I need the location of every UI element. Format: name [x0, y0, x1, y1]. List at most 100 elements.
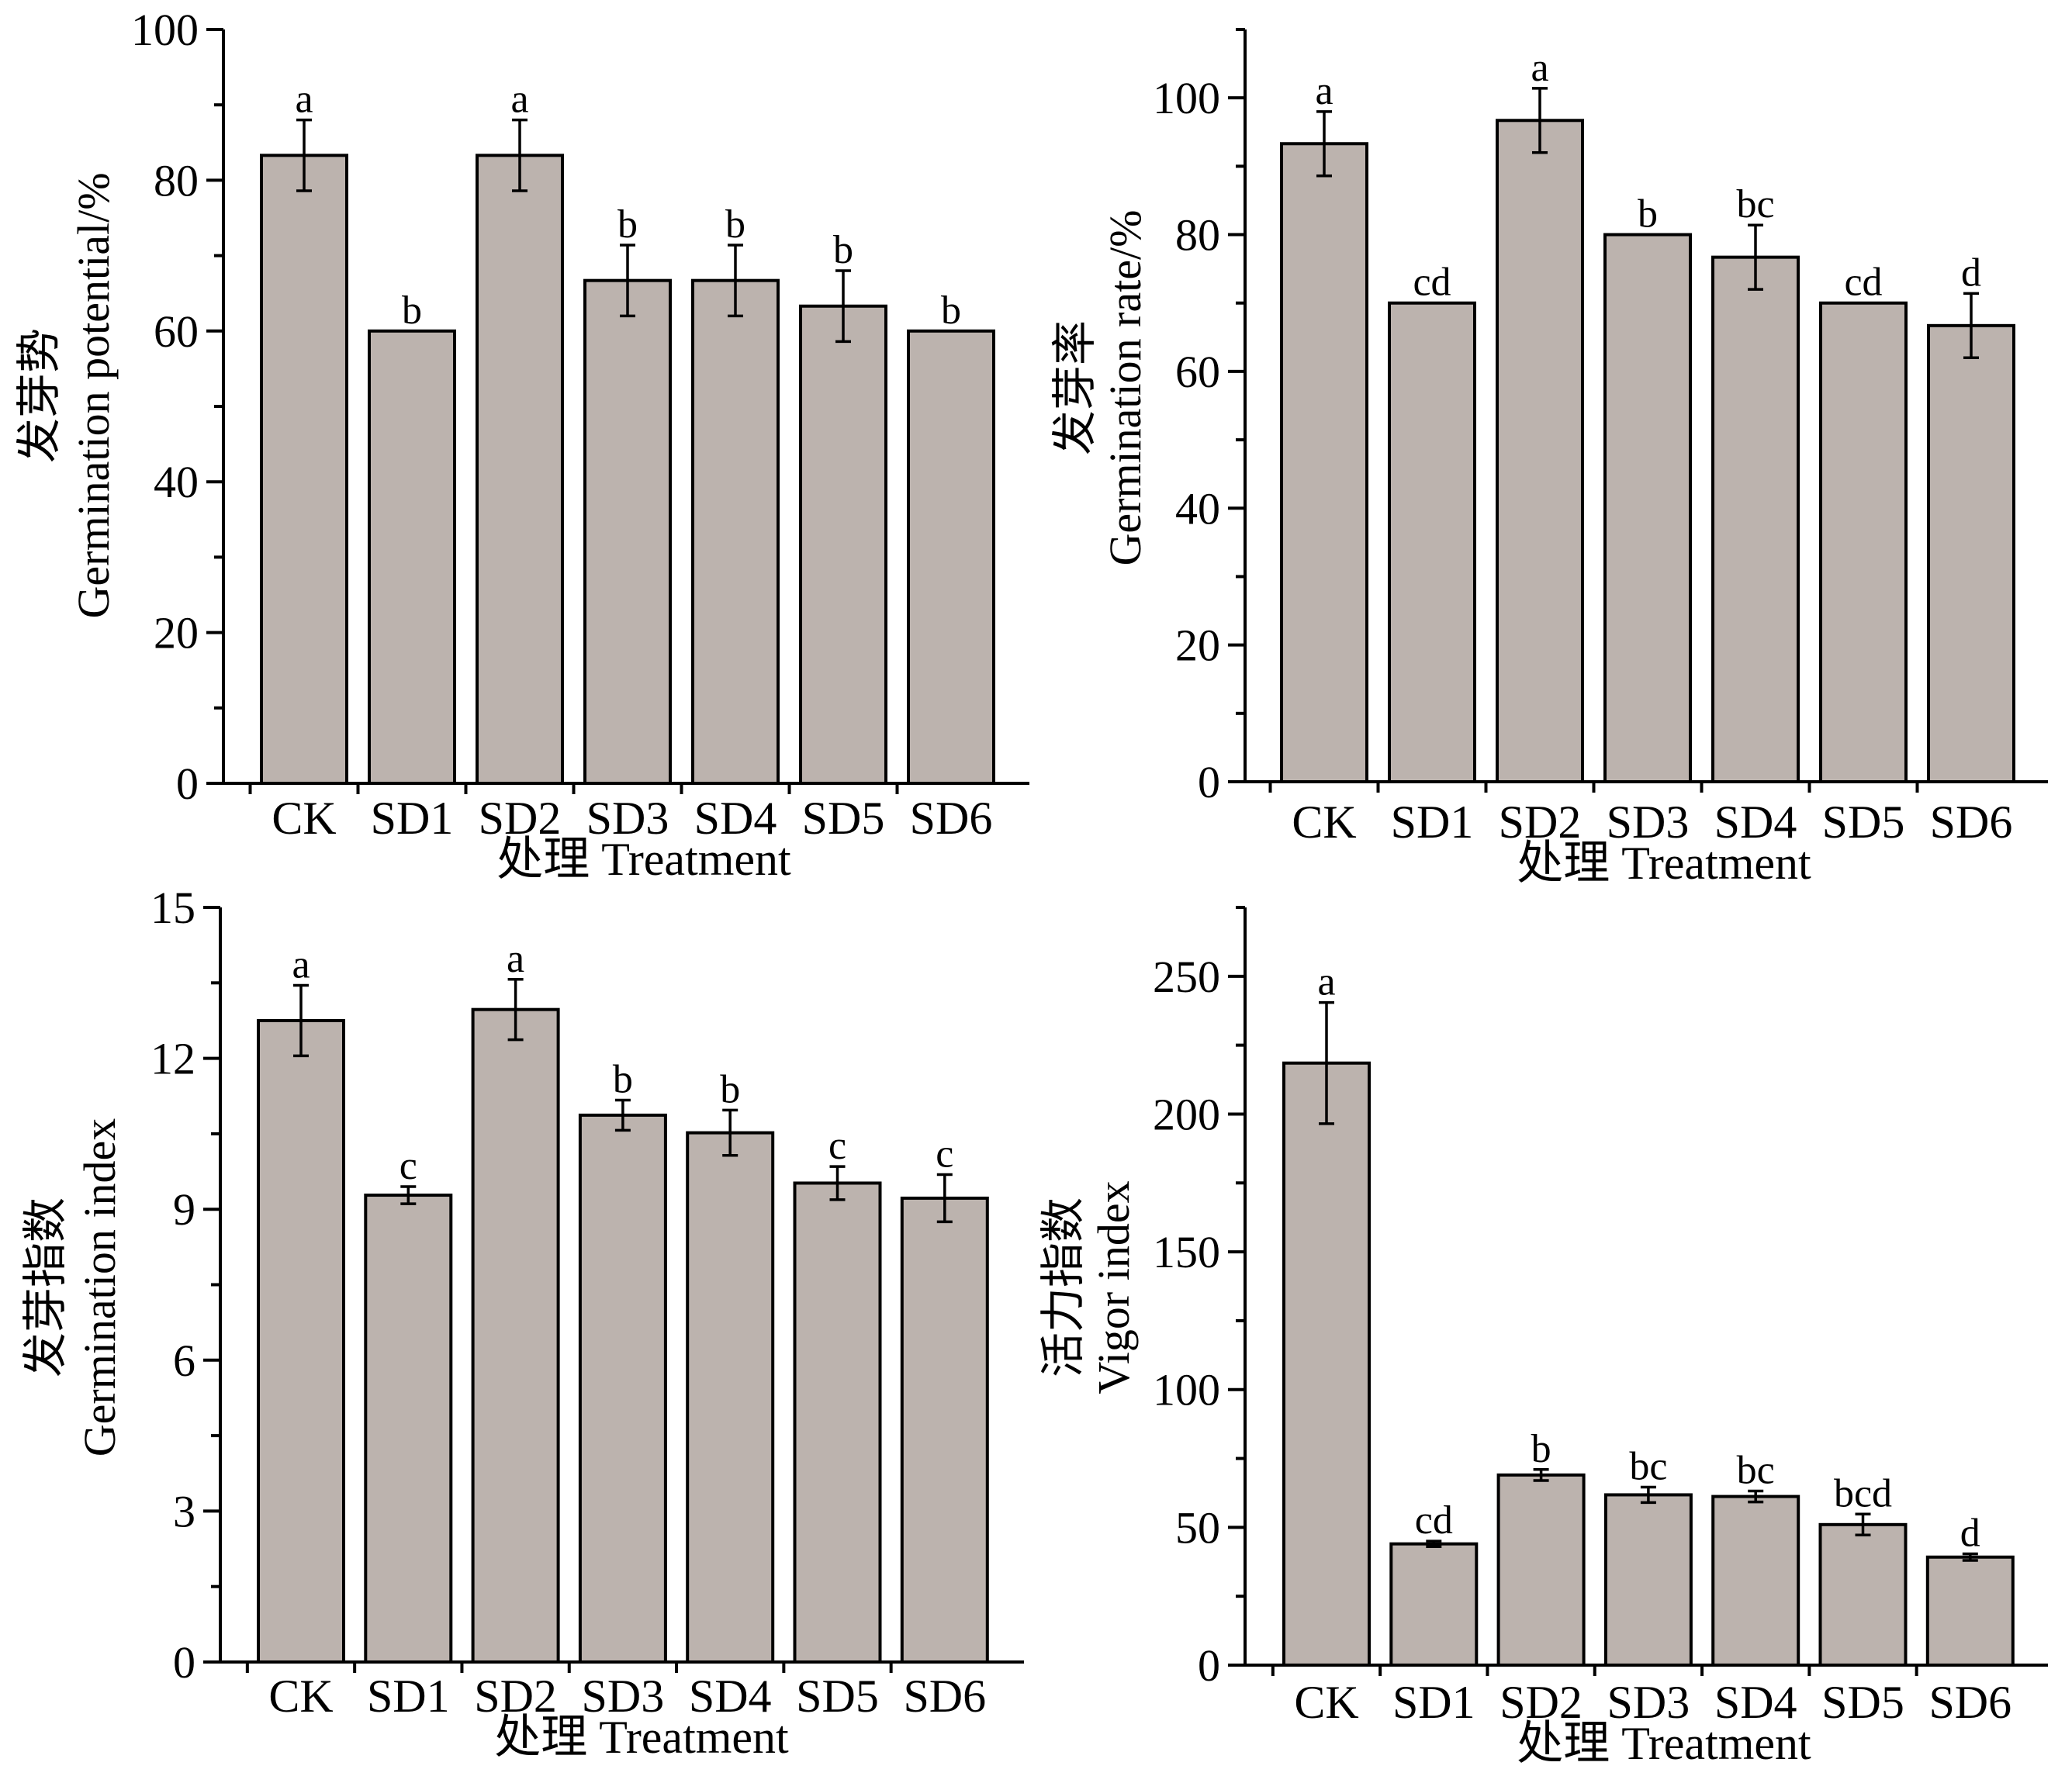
bar-sd4 [1711, 1494, 1800, 1667]
bar-ck [1282, 1061, 1371, 1667]
x-category-label: SD3 [1607, 1677, 1690, 1728]
significance-label: c [828, 1124, 846, 1168]
y-tick-label: 200 [1153, 1089, 1220, 1139]
bar-sd5 [799, 304, 887, 785]
x-category-label: SD5 [1822, 796, 1905, 848]
y-tick-label: 100 [1153, 73, 1220, 123]
y-axis-title-cn: 发芽指数 [20, 1197, 71, 1377]
x-category-label: SD5 [802, 793, 885, 844]
bar-sd1 [364, 1194, 453, 1664]
y-axis-title-en: Germination potential/% [68, 172, 119, 618]
x-category-label: SD4 [1714, 1677, 1797, 1728]
y-axis-title-en: Germination rate/% [1100, 210, 1150, 566]
y-tick-label: 0 [1198, 757, 1220, 807]
bar-sd6 [900, 1196, 989, 1664]
x-category-label: SD6 [910, 793, 993, 844]
x-category-label: SD2 [474, 1671, 557, 1722]
y-axis-title-en: Germination index [74, 1118, 125, 1457]
chart-germination-rate: 0 20 40 60 80 100 a CK cd SD1 a SD2 b SD3 bc SD4 cd SD5 d S… [1050, 28, 2048, 889]
bar-sd4 [691, 278, 780, 785]
significance-label: cd [1415, 1498, 1453, 1543]
bar-sd2 [476, 154, 564, 786]
x-category-label: SD1 [1391, 796, 1474, 848]
significance-label: a [1531, 46, 1548, 90]
y-tick-label: 3 [173, 1486, 195, 1536]
x-category-label: SD3 [586, 793, 669, 844]
bar-sd2 [1496, 119, 1584, 784]
bar-sd5 [1819, 301, 1908, 783]
significance-label: b [1638, 192, 1658, 237]
bar-sd2 [471, 1007, 560, 1664]
x-axis-title: 处理 Treatment [1517, 838, 1811, 889]
bar-sd6 [907, 329, 995, 785]
x-axis-title: 处理 Treatment [1517, 1718, 1811, 1769]
significance-label: bc [1736, 182, 1774, 226]
x-category-label: SD4 [1714, 796, 1797, 848]
y-tick-label: 40 [154, 457, 199, 507]
significance-label: d [1960, 1511, 1980, 1555]
bar-sd3 [578, 1113, 667, 1664]
y-tick-label: 20 [154, 608, 199, 658]
x-category-label: CK [272, 793, 336, 844]
y-tick-label: 0 [176, 758, 199, 809]
significance-label: b [833, 228, 853, 272]
chart-germination-potential: 0 20 40 60 80 100 a CK b SD1 a SD2 b SD3 b SD4 b SD5 b SD6 处… [14, 5, 1029, 885]
x-axis-title: 处理 Treatment [494, 1712, 789, 1763]
x-category-label: SD4 [689, 1671, 772, 1722]
significance-label: b [617, 202, 638, 247]
x-category-label: SD2 [479, 793, 562, 844]
bar-sd1 [368, 329, 456, 785]
y-tick-label: 60 [154, 306, 199, 357]
y-tick-label: 80 [154, 155, 199, 206]
x-category-label: CK [268, 1671, 333, 1722]
significance-label: b [725, 202, 745, 247]
significance-label: cd [1844, 261, 1882, 305]
bar-sd5 [793, 1181, 882, 1664]
significance-label: c [936, 1132, 953, 1176]
significance-label: b [613, 1057, 633, 1101]
significance-label: b [720, 1067, 740, 1111]
significance-label: b [1531, 1427, 1551, 1471]
x-category-label: SD6 [1930, 796, 2013, 848]
y-axis-title-cn: 活力指数 [1038, 1197, 1088, 1377]
x-category-label: SD3 [582, 1671, 665, 1722]
y-tick-label: 50 [1175, 1502, 1220, 1553]
y-tick-label: 6 [173, 1336, 195, 1386]
y-tick-label: 100 [1153, 1365, 1220, 1415]
y-tick-label: 9 [173, 1184, 195, 1235]
x-category-label: SD5 [796, 1671, 879, 1722]
bar-ck [257, 1018, 345, 1664]
significance-label: a [292, 943, 310, 987]
bar-sd6 [1925, 1555, 2015, 1667]
bar-sd1 [1389, 1542, 1479, 1667]
significance-label: bc [1629, 1444, 1667, 1488]
x-category-label: SD6 [1928, 1677, 2011, 1728]
bar-sd3 [583, 278, 672, 785]
x-category-label: SD4 [694, 793, 777, 844]
bar-sd1 [1388, 301, 1476, 783]
y-tick-label: 40 [1175, 483, 1220, 534]
y-tick-label: 100 [131, 5, 199, 55]
x-category-label: SD2 [1499, 796, 1582, 848]
y-axis-title-cn: 发芽率 [1050, 320, 1100, 455]
x-category-label: SD5 [1821, 1677, 1904, 1728]
significance-label: a [1317, 960, 1335, 1004]
y-axis-title-en: Vigor index [1088, 1180, 1139, 1394]
y-tick-label: 20 [1175, 620, 1220, 671]
x-category-label: CK [1294, 1677, 1358, 1728]
bar-sd3 [1603, 233, 1692, 783]
x-category-label: SD2 [1500, 1677, 1583, 1728]
bar-ck [260, 154, 348, 786]
y-tick-label: 0 [173, 1637, 195, 1688]
bar-sd6 [1927, 323, 2015, 783]
bar-sd2 [1496, 1473, 1586, 1667]
significance-label: a [507, 937, 524, 981]
bar-sd4 [1711, 255, 1800, 783]
bar-sd3 [1603, 1493, 1693, 1667]
x-category-label: SD3 [1607, 796, 1690, 848]
bar-ck [1280, 142, 1368, 784]
x-category-label: CK [1292, 796, 1356, 848]
significance-label: b [941, 289, 961, 333]
x-axis-title: 处理 Treatment [496, 834, 791, 885]
